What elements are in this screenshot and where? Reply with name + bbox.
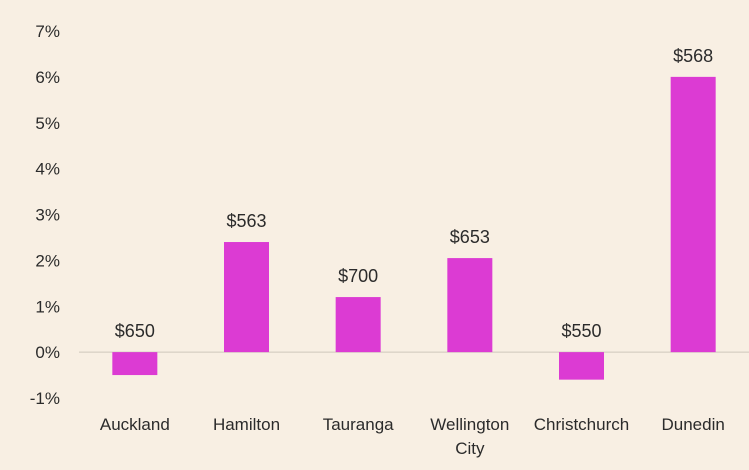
x-tick-label: Auckland bbox=[100, 415, 170, 434]
x-tick-label: Dunedin bbox=[662, 415, 725, 434]
data-labels: $650 $563 $700 $653 $550 $568 bbox=[115, 46, 713, 341]
y-axis-ticks: 7% 6% 5% 4% 3% 2% 1% 0% -1% bbox=[30, 22, 60, 408]
y-tick-label: 6% bbox=[35, 68, 60, 87]
bar bbox=[447, 258, 493, 353]
data-label: $700 bbox=[338, 266, 378, 286]
bar bbox=[224, 242, 269, 353]
x-axis-labels: Auckland Hamilton Tauranga Wellington City Ch… bbox=[100, 415, 725, 458]
bar bbox=[559, 352, 604, 380]
bar bbox=[112, 352, 158, 376]
y-tick-label: 7% bbox=[35, 22, 60, 41]
bars bbox=[112, 76, 716, 380]
x-tick-label: Wellington City bbox=[430, 415, 509, 458]
y-tick-label: 3% bbox=[35, 206, 60, 225]
bar bbox=[670, 76, 716, 353]
x-tick-label: Christchurch bbox=[534, 415, 629, 434]
data-label: $653 bbox=[450, 227, 490, 247]
data-label: $568 bbox=[673, 46, 713, 66]
y-tick-label: 2% bbox=[35, 251, 60, 270]
y-tick-label: 4% bbox=[35, 160, 60, 179]
data-label: $650 bbox=[115, 321, 155, 341]
data-label: $550 bbox=[561, 321, 601, 341]
x-tick-label: Hamilton bbox=[213, 415, 280, 434]
y-tick-label: -1% bbox=[30, 389, 60, 408]
y-tick-label: 1% bbox=[35, 297, 60, 316]
bar bbox=[335, 297, 381, 353]
y-tick-label: 5% bbox=[35, 114, 60, 133]
y-tick-label: 0% bbox=[35, 343, 60, 362]
data-label: $563 bbox=[226, 211, 266, 231]
x-tick-label: Tauranga bbox=[323, 415, 394, 434]
